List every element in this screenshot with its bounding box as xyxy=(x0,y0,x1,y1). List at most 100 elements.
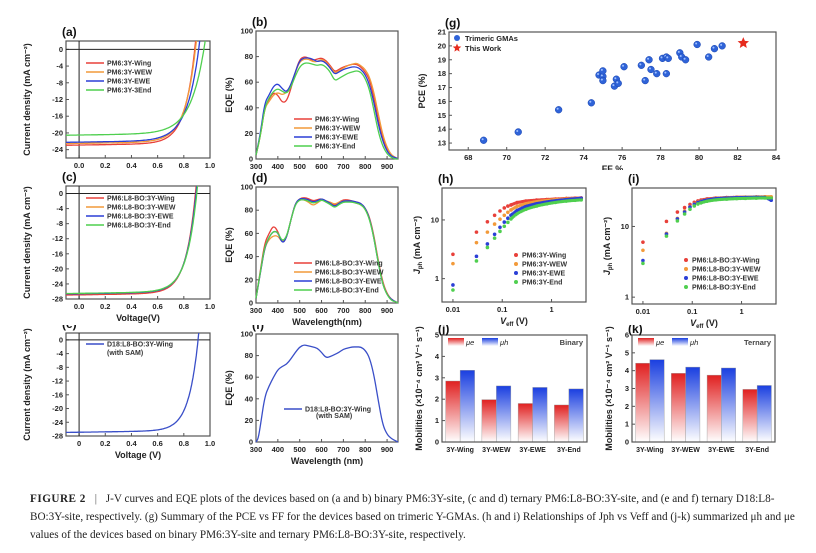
plot-frame xyxy=(441,187,587,303)
legend-label: D18:L8-BO:3Y-Wing xyxy=(107,342,173,349)
data-point xyxy=(492,222,497,226)
x-tick-label: 68 xyxy=(464,153,472,162)
data-point xyxy=(696,202,700,206)
legend-label: PM6:L8-BO:3Y-Wing xyxy=(692,258,760,265)
x-axis-label: Voltage(V) xyxy=(116,313,160,323)
panel-label: (j) xyxy=(438,325,449,336)
data-point xyxy=(485,245,490,250)
data-point xyxy=(587,99,595,107)
y-tick-label: 4 xyxy=(625,366,630,375)
legend-label: μe xyxy=(465,338,474,347)
data-point xyxy=(620,63,628,71)
x-tick-label: 1.0 xyxy=(205,161,215,170)
x-tick-label: 400 xyxy=(272,162,285,170)
legend-swatch xyxy=(482,338,498,346)
point-highlight xyxy=(706,54,709,57)
x-tick-label: 76 xyxy=(618,153,626,162)
x-tick-label: 500 xyxy=(293,306,306,315)
data-point xyxy=(675,219,680,223)
y-tick-label: 60 xyxy=(245,373,253,382)
y-tick-label: -24 xyxy=(52,145,64,154)
point-highlight xyxy=(677,50,680,53)
y-tick-label: -24 xyxy=(52,279,64,288)
x-tick-label: 3Y-Wing xyxy=(636,447,664,454)
bar-mu-e xyxy=(481,399,497,443)
data-point xyxy=(498,225,502,230)
legend-label: PM6:L8-BO:3Y-EWE xyxy=(692,276,759,283)
y-tick-label: 10 xyxy=(431,215,439,224)
legend-label: PM6:L8-BO:3Y-EWE xyxy=(315,279,382,286)
point-highlight xyxy=(600,68,603,71)
plot-frame xyxy=(65,185,211,300)
x-tick-label: 900 xyxy=(381,162,394,170)
y-tick-label: 19 xyxy=(438,55,446,64)
series-line-PM6:3Y-WEW xyxy=(255,58,399,160)
y-tick-label: -28 xyxy=(52,432,63,441)
x-tick-label: 3Y-End xyxy=(745,447,769,454)
point-highlight xyxy=(556,107,559,110)
legend-label: PM6:3Y-EWE xyxy=(522,271,566,278)
data-point xyxy=(451,261,455,266)
data-point xyxy=(664,54,672,63)
data-point xyxy=(693,40,701,49)
y-tick-label: 10 xyxy=(621,222,629,231)
y-tick-label: -20 xyxy=(52,404,63,413)
panel-label: (a) xyxy=(62,25,77,39)
y-tick-label: -20 xyxy=(52,264,63,273)
data-point xyxy=(705,53,713,61)
chart-b: (b) 300 400 500 600 700 800 900 0 20 40 60 80 100 EQE … xyxy=(224,15,399,170)
y-tick-label: -20 xyxy=(52,128,63,137)
x-tick-label: 700 xyxy=(337,306,350,315)
series-line-PM6:L8-BO:3Y-Wing xyxy=(66,186,197,296)
x-axis-label: Voltage (V) xyxy=(115,450,161,460)
data-point xyxy=(641,258,645,263)
point-highlight xyxy=(516,129,519,132)
x-axis-label: Wavelength(nm) xyxy=(292,317,362,327)
y-tick-label: 100 xyxy=(240,330,253,339)
bar-mu-h xyxy=(532,387,548,443)
data-point xyxy=(474,240,479,245)
data-point xyxy=(718,42,726,50)
y-tick-label: 0 xyxy=(249,438,253,447)
y-axis-label: Mobilities (×10⁻⁴ cm² V⁻¹ s⁻¹) xyxy=(604,326,614,450)
y-tick-label: 21 xyxy=(438,28,446,37)
y-tick-label: -8 xyxy=(56,78,63,87)
data-point xyxy=(641,261,645,266)
plot-frame xyxy=(255,186,399,304)
point-highlight xyxy=(648,67,651,70)
data-point xyxy=(768,196,772,200)
data-point xyxy=(506,204,510,208)
legend-label: PM6:L8-BO:3Y-Wing xyxy=(315,261,383,268)
x-tick-label: 0.0 xyxy=(74,161,84,170)
this-work-star xyxy=(737,37,749,48)
data-point xyxy=(614,79,622,88)
x-axis-label: Wavelength (nm) xyxy=(291,456,363,466)
legend-label: PM6:3Y-EWE xyxy=(315,135,359,142)
x-tick-label: 700 xyxy=(337,445,350,454)
y-tick-label: 80 xyxy=(245,351,253,360)
bar-mu-e xyxy=(445,380,461,443)
x-tick-label: 300 xyxy=(250,162,263,170)
y-tick-label: 100 xyxy=(240,183,253,192)
x-tick-label: 300 xyxy=(250,306,263,315)
legend-note: (with SAM) xyxy=(107,350,143,357)
series-line-D18:L8-BO:3Y-Wing xyxy=(255,344,399,443)
x-tick-label: 0.8 xyxy=(179,161,189,170)
series-line-PM6:3Y-3End xyxy=(66,41,206,136)
data-point xyxy=(662,69,671,78)
x-tick-label: 600 xyxy=(315,162,328,170)
data-point xyxy=(647,65,655,74)
x-tick-label: 400 xyxy=(272,445,285,454)
x-tick-label: 600 xyxy=(315,306,328,315)
y-tick-label: 14 xyxy=(438,125,447,134)
x-tick-label: 0.1 xyxy=(687,307,697,316)
plot-frame xyxy=(255,333,399,443)
legend-label: PM6:3Y-Wing xyxy=(107,61,151,68)
data-point xyxy=(645,56,653,64)
y-tick-label: -28 xyxy=(52,295,63,304)
y-tick-label: 15 xyxy=(438,111,446,120)
legend-label: PM6:3Y-WEW xyxy=(315,126,361,133)
x-tick-label: 500 xyxy=(293,445,306,454)
x-tick-label: 700 xyxy=(337,162,350,170)
x-tick-label: 80 xyxy=(695,153,703,162)
